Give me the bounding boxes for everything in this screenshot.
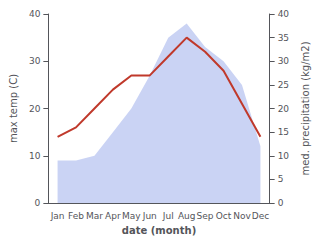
- svg-text:10: 10: [29, 151, 41, 161]
- svg-text:15: 15: [278, 127, 289, 137]
- svg-text:Sep: Sep: [197, 211, 214, 221]
- svg-text:40: 40: [278, 9, 290, 19]
- svg-text:30: 30: [278, 56, 290, 66]
- svg-text:May: May: [122, 211, 141, 221]
- svg-text:Dec: Dec: [252, 211, 269, 221]
- svg-text:med. precipitation (kg/m2): med. precipitation (kg/m2): [300, 41, 311, 175]
- svg-text:Nov: Nov: [233, 211, 251, 221]
- svg-text:Jun: Jun: [142, 211, 157, 221]
- svg-text:Jan: Jan: [50, 211, 65, 221]
- svg-text:Aug: Aug: [178, 211, 196, 221]
- svg-text:Jul: Jul: [162, 211, 174, 221]
- svg-text:Oct: Oct: [216, 211, 232, 221]
- svg-text:20: 20: [29, 104, 41, 114]
- svg-text:date (month): date (month): [122, 225, 196, 236]
- svg-text:0: 0: [35, 198, 41, 208]
- svg-text:max temp (C): max temp (C): [8, 74, 19, 143]
- svg-text:0: 0: [278, 198, 284, 208]
- svg-text:25: 25: [278, 80, 289, 90]
- svg-text:20: 20: [278, 104, 290, 114]
- svg-text:5: 5: [278, 174, 284, 184]
- svg-text:10: 10: [278, 151, 290, 161]
- svg-text:Apr: Apr: [105, 211, 121, 221]
- svg-text:30: 30: [29, 56, 41, 66]
- svg-text:Feb: Feb: [68, 211, 84, 221]
- svg-text:40: 40: [29, 9, 41, 19]
- svg-text:Mar: Mar: [86, 211, 103, 221]
- svg-text:35: 35: [278, 33, 289, 43]
